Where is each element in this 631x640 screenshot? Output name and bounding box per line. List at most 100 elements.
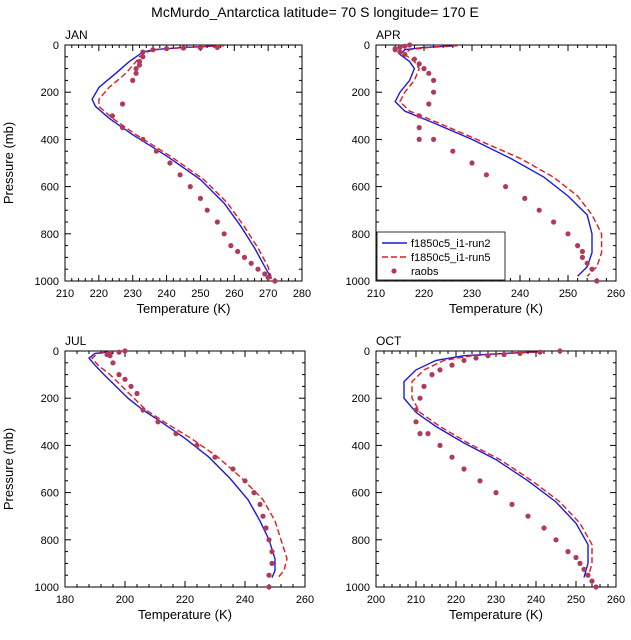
legend-label: f1850c5_i1-run5 [411,252,491,264]
raobs-point [541,525,547,531]
raobs-point [269,560,275,567]
run2-line [403,351,589,578]
raobs-point [575,243,581,249]
raobs-point [413,407,419,413]
raobs-point [109,113,115,119]
run2-line [87,351,276,578]
raobs-point [266,584,272,590]
y-tick-label: 400 [352,440,370,452]
x-tick-label: 180 [56,594,74,606]
y-tick-label: 1000 [346,582,370,594]
raobs-point [107,353,113,359]
raobs-point [122,348,128,354]
raobs-point [411,56,417,62]
raobs-point [119,125,126,131]
raobs-point [461,466,467,472]
y-tick-label: 800 [41,229,59,241]
raobs-point [577,560,583,567]
x-tick-label: 280 [293,288,311,300]
raobs-point [503,184,509,190]
raobs-point [407,42,413,48]
raobs-point [133,66,139,72]
panel-title: JAN [65,28,88,42]
raobs-point [265,274,271,281]
raobs-point [260,513,266,519]
raobs-point [262,271,268,277]
raobs-point [585,572,591,578]
x-tick-label: 220 [415,288,433,300]
raobs-point [450,148,456,154]
raobs-point [416,113,422,119]
raobs-point [483,172,489,178]
panel-apr: 210 220 230 240 250 260 0 200 400 600 800 1000 Tempe… [346,28,626,316]
panel-title: OCT [376,334,402,348]
panel-title: APR [376,28,401,42]
x-axis-label: Temperature (K) [138,607,232,622]
panel-title: JUL [65,334,87,348]
raobs-point [163,45,170,52]
raobs-point [140,54,146,60]
raobs-point [501,351,507,358]
raobs-point [266,537,272,543]
run5-line [98,45,273,279]
x-tick-label: 210 [407,594,425,606]
legend-label: raobs [411,266,439,278]
y-tick-label: 200 [41,393,59,405]
raobs-point [402,43,408,49]
raobs-point [593,584,599,590]
raobs-point [116,372,122,378]
y-tick-label: 600 [41,488,59,500]
raobs-point [397,44,403,50]
raobs-point [167,160,173,166]
x-tick-label: 240 [511,288,529,300]
raobs-point [573,554,579,561]
raobs-point [197,45,204,51]
raobs-point [110,360,116,366]
raobs-point [155,419,161,425]
raobs-point [431,77,437,83]
y-tick-label: 600 [352,182,370,194]
raobs-point [187,184,193,190]
y-axis-label: Pressure (mb) [1,122,16,204]
raobs-point [269,549,275,555]
raobs-point [257,501,263,507]
raobs-point [228,243,234,249]
raobs-point [173,431,179,437]
y-tick-label: 1000 [35,276,59,288]
raobs-point [122,376,128,382]
raobs-point [565,231,571,237]
raobs-point [429,372,435,378]
raobs-point [431,136,437,142]
raobs-point [221,231,227,237]
raobs-point [416,61,422,67]
raobs-point [509,501,515,507]
raobs-point [589,266,595,272]
y-axis-label: Pressure (mb) [1,428,16,510]
x-tick-label: 230 [463,288,481,300]
y-tick-label: 400 [352,134,370,146]
raobs-point [255,266,261,272]
raobs-point [153,148,160,154]
x-tick-label: 220 [176,594,194,606]
raobs-point [416,136,422,142]
raobs-point [537,349,543,355]
y-tick-label: 200 [352,87,370,99]
y-tick-label: 200 [41,87,59,99]
raobs-point [579,254,586,260]
raobs-point [242,478,248,484]
raobs-point [437,367,443,373]
x-axis-label: Temperature (K) [449,301,543,316]
x-tick-label: 250 [191,288,209,300]
raobs-point [140,407,146,413]
raobs-point [477,478,483,484]
y-tick-label: 400 [41,440,59,452]
raobs-point [417,431,423,437]
x-tick-label: 210 [367,288,385,300]
raobs-point [473,355,479,361]
raobs-point [204,207,210,213]
raobs-point [140,136,146,142]
raobs-point [449,454,455,460]
raobs-point [194,442,200,448]
raobs-point [416,125,422,131]
